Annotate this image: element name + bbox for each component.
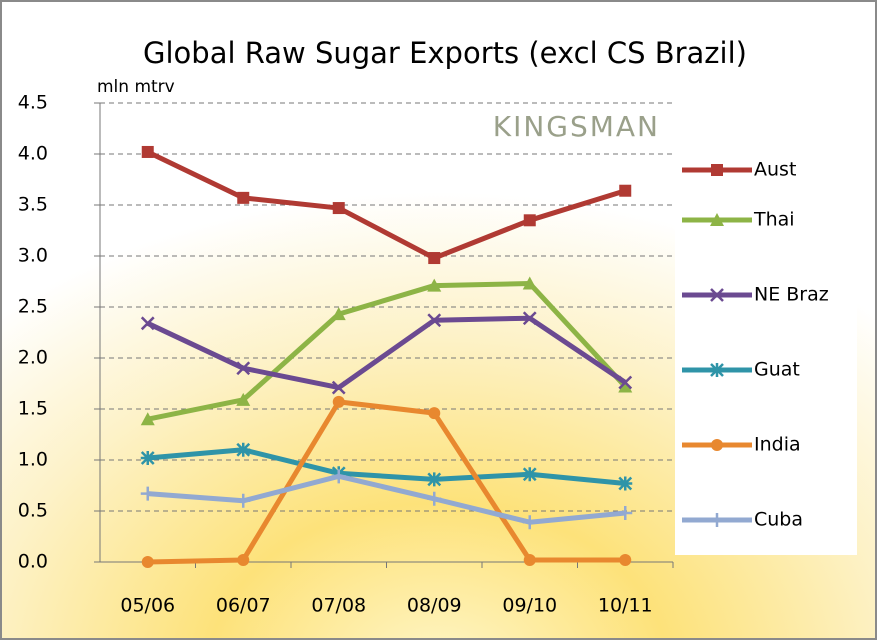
marker — [618, 506, 633, 521]
marker — [522, 515, 537, 530]
series-line — [147, 281, 628, 422]
y-tick-label: 4.5 — [18, 92, 48, 114]
y-tick-label: 2.0 — [18, 347, 48, 369]
x-tick-label: 07/08 — [311, 595, 366, 617]
marker — [523, 553, 536, 566]
marker — [710, 288, 724, 302]
marker — [618, 379, 633, 393]
legend-label: Aust — [754, 159, 796, 181]
marker — [710, 213, 724, 226]
marker — [618, 476, 633, 491]
marker — [427, 278, 442, 292]
y-tick-label: 0.0 — [18, 551, 48, 573]
y-tick-label: 3.0 — [18, 245, 48, 267]
marker — [236, 361, 251, 376]
x-tick-label: 06/07 — [216, 595, 271, 617]
y-tick-label: 2.5 — [18, 296, 48, 318]
marker — [522, 311, 537, 326]
y-tick-label: 1.5 — [18, 398, 48, 420]
marker — [711, 439, 723, 451]
y-tick-label: 0.5 — [18, 500, 48, 522]
legend-label: India — [754, 434, 801, 456]
marker — [236, 442, 251, 457]
marker — [522, 467, 537, 482]
marker — [236, 493, 251, 508]
marker — [236, 392, 251, 406]
marker — [427, 491, 442, 506]
watermark: KINGSMAN — [493, 110, 660, 143]
marker — [711, 164, 723, 176]
marker — [427, 313, 442, 328]
x-tick-label: 10/11 — [598, 595, 653, 617]
series-line — [147, 473, 626, 525]
marker — [427, 472, 442, 487]
marker — [331, 469, 346, 484]
marker — [619, 553, 632, 566]
marker — [331, 307, 346, 321]
marker — [140, 316, 155, 331]
marker — [618, 375, 633, 390]
series-line — [146, 315, 627, 391]
marker — [141, 556, 154, 568]
marker — [428, 252, 441, 265]
x-tick-label: 08/09 — [407, 595, 462, 617]
x-tick-label: 09/10 — [502, 595, 557, 617]
x-tick-label: 05/06 — [120, 595, 175, 617]
marker — [141, 145, 154, 158]
marker — [710, 363, 724, 377]
marker — [140, 486, 155, 501]
marker — [237, 553, 250, 566]
marker — [523, 214, 536, 227]
legend-label: Cuba — [754, 509, 803, 531]
marker — [140, 412, 155, 426]
legend-label: Guat — [754, 359, 800, 381]
y-axis-label: mln mtrv — [97, 77, 175, 97]
marker — [237, 191, 250, 204]
marker — [522, 276, 537, 290]
y-tick-label: 4.0 — [18, 143, 48, 165]
marker — [332, 395, 345, 408]
legend-label: NE Braz — [754, 284, 829, 306]
series-line — [147, 447, 626, 486]
series-line — [146, 149, 626, 261]
y-tick-label: 1.0 — [18, 449, 48, 471]
marker — [332, 202, 345, 215]
y-tick-label: 3.5 — [18, 194, 48, 216]
marker — [331, 380, 346, 395]
chart-title: Global Raw Sugar Exports (excl CS Brazil… — [143, 36, 747, 70]
legend-box — [675, 130, 857, 555]
legend-label: Thai — [753, 209, 795, 231]
marker — [710, 513, 724, 527]
marker — [428, 407, 441, 420]
series-line — [147, 399, 626, 565]
marker — [140, 450, 155, 465]
marker — [619, 184, 632, 197]
